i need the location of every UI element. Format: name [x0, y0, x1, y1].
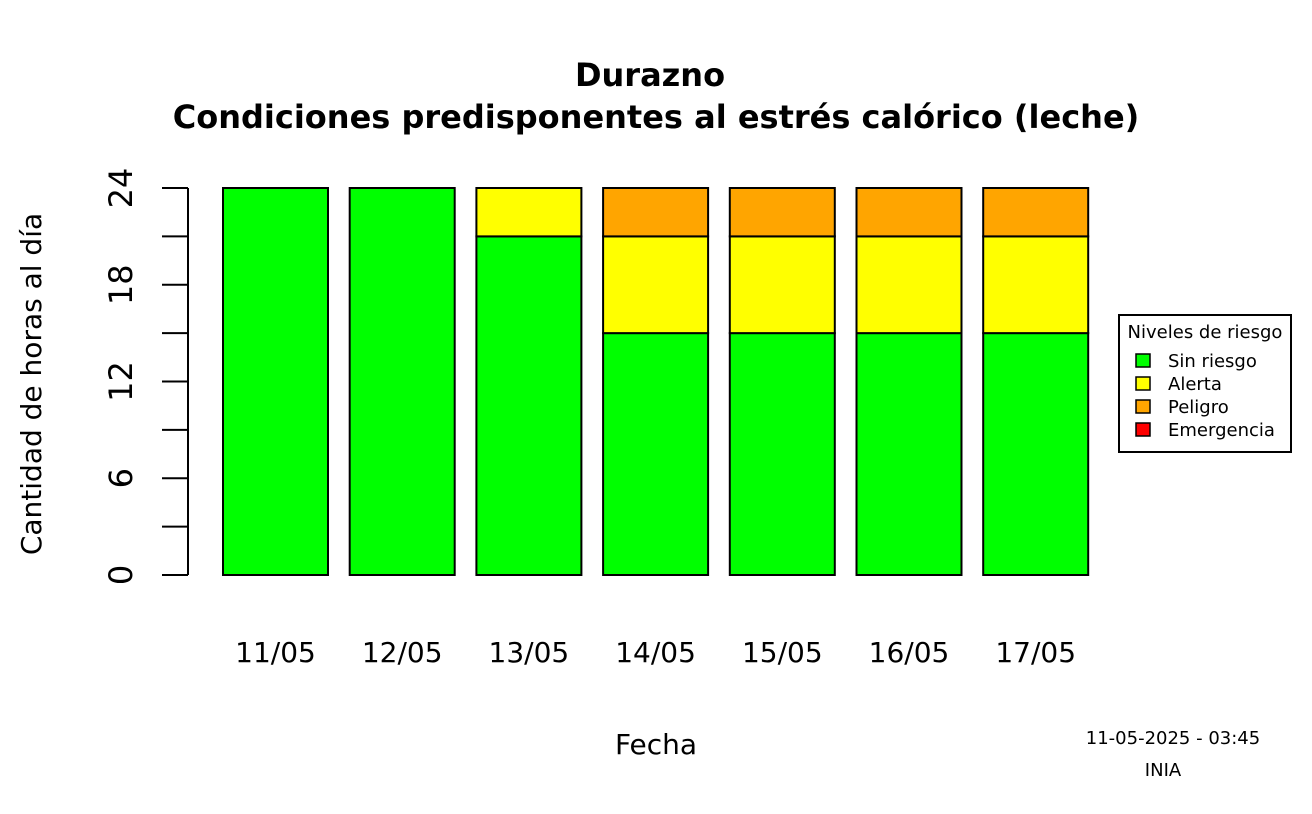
footer-timestamp: 11-05-2025 - 03:45: [1086, 728, 1260, 749]
bar-17-05-alerta: [982, 235, 1090, 335]
x-tick-label: 12/05: [362, 636, 443, 669]
bar-15-05-sin-riesgo: [728, 332, 836, 576]
bar-14-05-alerta: [602, 235, 710, 335]
bar-13-05-sin-riesgo: [475, 235, 583, 576]
legend-label: Peligro: [1168, 397, 1229, 418]
x-tick-label: 13/05: [489, 636, 570, 669]
x-tick-label: 14/05: [615, 636, 696, 669]
x-tick-labels: 11/05 12/05 13/05 14/05 15/05 16/05 17/05: [235, 636, 1076, 669]
chart-title: Durazno: [575, 56, 725, 94]
bars-group: [222, 187, 1090, 576]
x-tick-label: 17/05: [995, 636, 1076, 669]
bar-14-05-sin-riesgo: [602, 332, 710, 576]
y-tick-label: 24: [102, 168, 140, 209]
x-axis-label: Fecha: [615, 728, 697, 761]
bar-16-05-peligro: [855, 187, 963, 238]
legend-swatch: [1135, 422, 1151, 437]
y-axis: 0 6 12 18 24: [102, 168, 189, 585]
y-tick-label: 12: [102, 361, 140, 402]
bar-16-05-alerta: [855, 235, 963, 335]
y-tick-label: 0: [102, 565, 140, 585]
bar-13-05-alerta: [475, 187, 583, 238]
legend-swatch: [1135, 353, 1151, 368]
bar-16-05-sin-riesgo: [855, 332, 963, 576]
bar-17-05-sin-riesgo: [982, 332, 1090, 576]
legend-swatch: [1135, 399, 1151, 414]
bar-15-05-alerta: [728, 235, 836, 335]
legend-swatch: [1135, 376, 1151, 391]
footer-source: INIA: [1145, 760, 1182, 781]
y-tick-label: 18: [102, 264, 140, 305]
legend-label: Alerta: [1168, 374, 1222, 395]
chart-subtitle: Condiciones predisponentes al estrés cal…: [173, 98, 1140, 136]
bar-17-05-peligro: [982, 187, 1090, 238]
legend-title: Niveles de riesgo: [1128, 322, 1283, 343]
x-tick-label: 16/05: [869, 636, 950, 669]
legend-box: [1118, 314, 1292, 453]
legend-label: Sin riesgo: [1168, 351, 1257, 372]
y-axis-label: Cantidad de horas al día: [15, 213, 48, 555]
y-tick-label: 6: [102, 468, 140, 488]
bar-11-05-sin-riesgo: [222, 187, 329, 576]
bar-12-05-sin-riesgo: [348, 187, 456, 576]
bar-15-05-peligro: [728, 187, 836, 238]
x-tick-label: 11/05: [235, 636, 316, 669]
x-tick-label: 15/05: [742, 636, 823, 669]
legend-label: Emergencia: [1168, 420, 1275, 441]
bar-14-05-peligro: [602, 187, 710, 238]
legend: Niveles de riesgo Sin riesgoAlertaPeligr…: [1118, 314, 1292, 453]
